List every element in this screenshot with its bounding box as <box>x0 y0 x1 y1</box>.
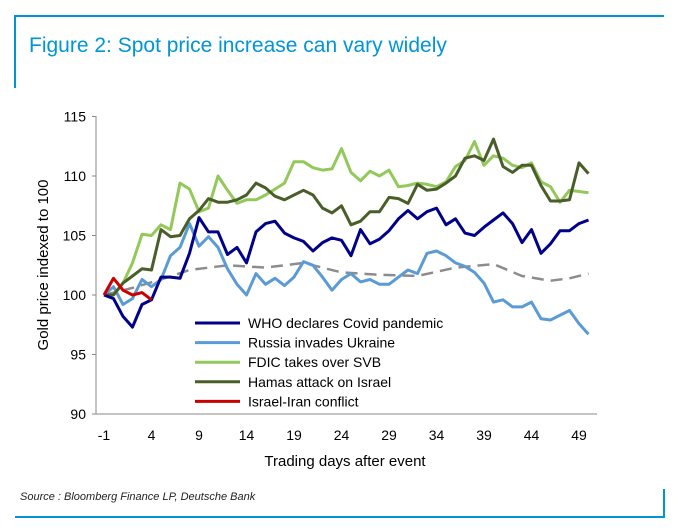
legend-label: Russia invades Ukraine <box>248 335 395 351</box>
legend-label: FDIC takes over SVB <box>248 354 381 370</box>
series-line-average <box>103 261 589 297</box>
series-line-russia <box>103 222 590 336</box>
x-tick-label: 39 <box>476 427 492 443</box>
x-tick-label: 19 <box>286 427 302 443</box>
series-line-who <box>103 206 590 329</box>
x-tick-label: 49 <box>571 427 587 443</box>
y-tick-label: 105 <box>63 228 87 244</box>
x-tick-label: 9 <box>195 427 203 443</box>
legend: WHO declares Covid pandemic Russia invade… <box>195 315 443 409</box>
x-tick-label: 4 <box>148 427 156 443</box>
x-tick-label: 44 <box>524 427 540 443</box>
chart-title: Figure 2: Spot price increase can vary w… <box>29 34 447 57</box>
x-tick-label: 24 <box>334 427 350 443</box>
x-tick-label: 34 <box>429 427 445 443</box>
x-axis-label: Trading days after event <box>264 453 426 470</box>
legend-label: Hamas attack on Israel <box>248 374 391 390</box>
legend-label: WHO declares Covid pandemic <box>248 315 443 331</box>
x-tick-label: 14 <box>239 427 255 443</box>
x-tick-label: 29 <box>381 427 397 443</box>
y-tick-label: 90 <box>70 406 86 422</box>
source-note: Source : Bloomberg Finance LP, Deutsche … <box>20 491 256 503</box>
y-tick-label: 100 <box>63 287 87 303</box>
x-tick-label: -1 <box>98 427 111 443</box>
series-line-fdic <box>104 140 589 297</box>
y-axis-label: Gold price indexed to 100 <box>35 180 52 351</box>
series-line-hamas <box>104 137 590 297</box>
y-tick-label: 115 <box>64 109 87 125</box>
y-tick-label: 95 <box>70 347 86 363</box>
y-tick-label: 110 <box>64 168 87 184</box>
legend-label: Israel-Iran conflict <box>248 393 359 409</box>
series-line-iran <box>102 276 153 301</box>
